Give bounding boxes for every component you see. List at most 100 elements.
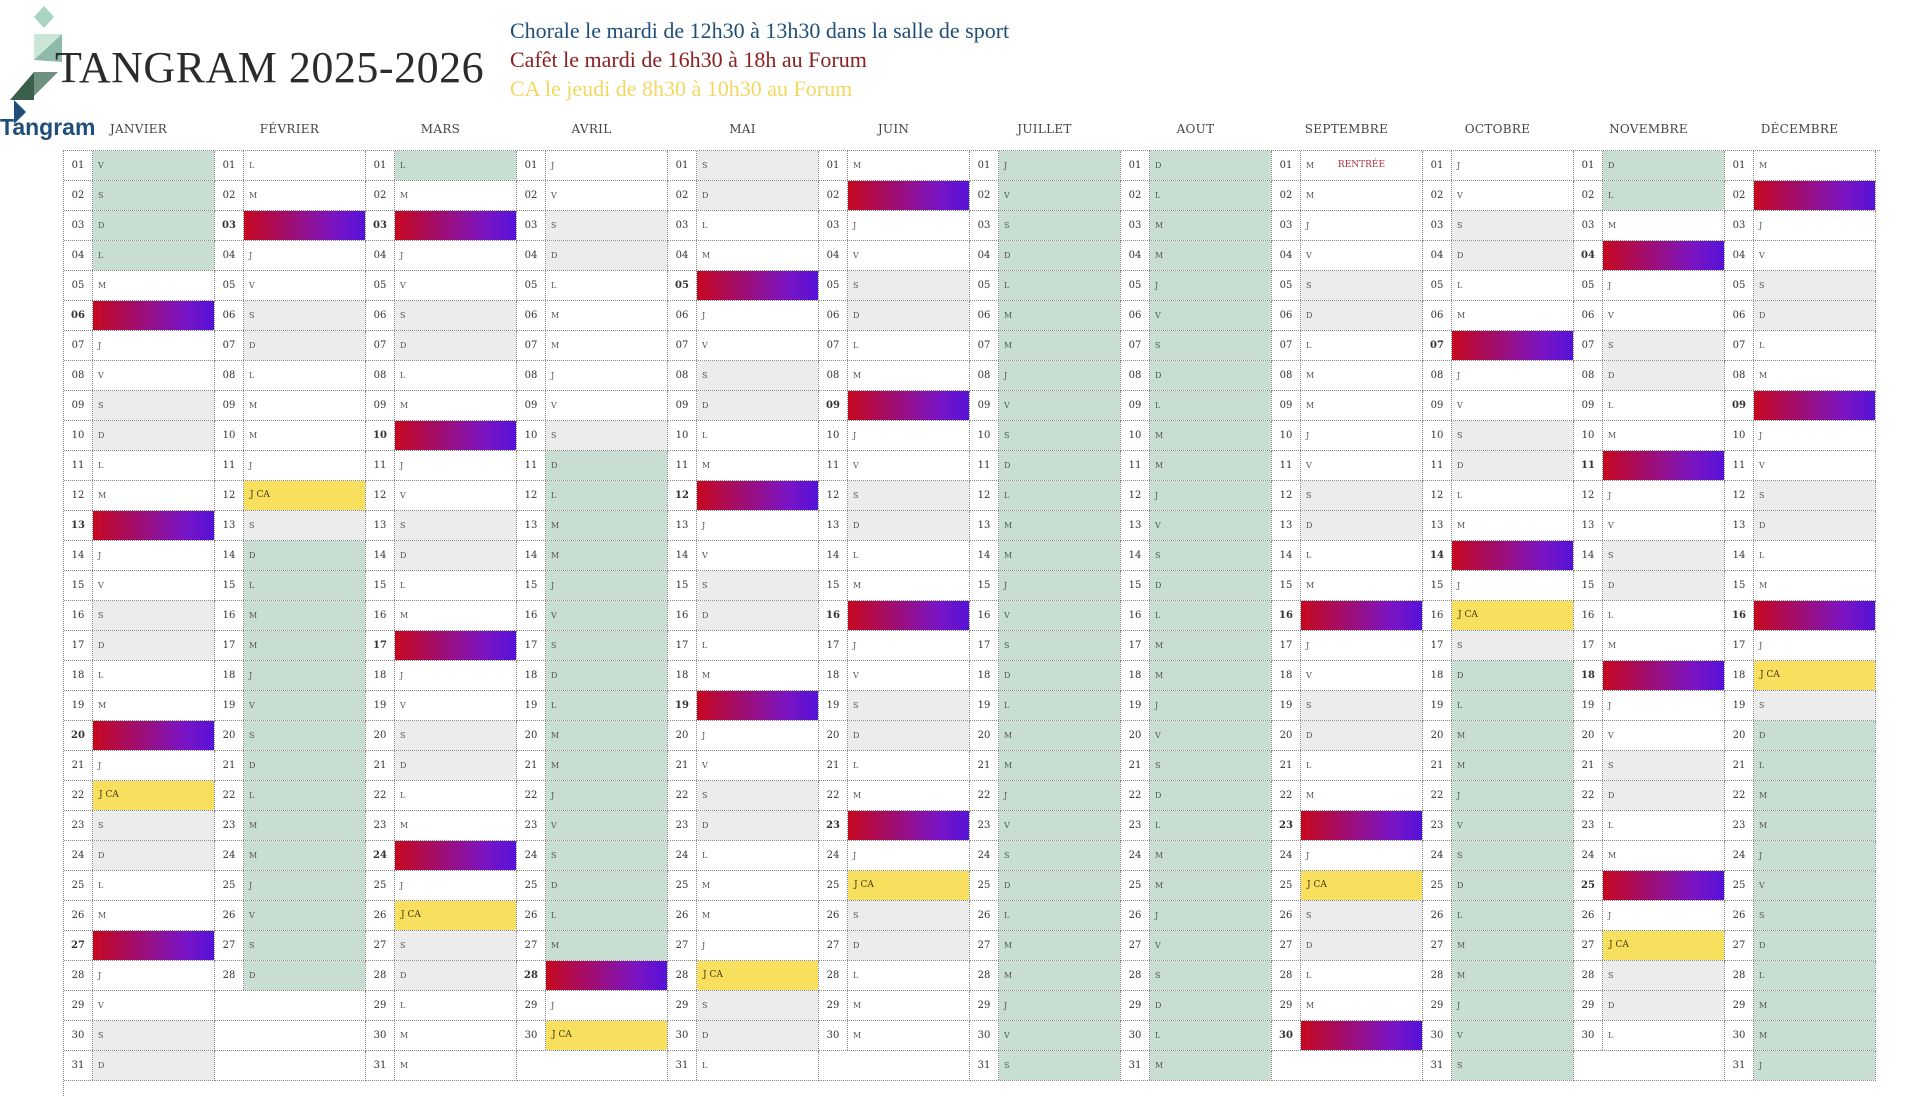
weekday-letter: V xyxy=(1306,461,1312,470)
day-number: 19 xyxy=(970,691,999,720)
weekday-letter: J xyxy=(702,941,706,950)
day-cell: 18 V xyxy=(819,661,970,691)
day-cell: 12 L xyxy=(970,481,1121,511)
day-slot: M xyxy=(1754,991,1875,1020)
day-cell: 10 S xyxy=(1423,421,1574,451)
weekday-letter: M xyxy=(1608,431,1617,440)
day-number: 29 xyxy=(1725,991,1754,1020)
day-number: 22 xyxy=(970,781,999,810)
day-number: 06 xyxy=(819,301,848,330)
weekday-letter: M xyxy=(551,731,560,740)
weekday-letter: S xyxy=(400,941,406,950)
day-number: 04 xyxy=(1423,241,1452,270)
day-cell: 06 V xyxy=(1574,301,1725,331)
day-slot: M xyxy=(848,1021,969,1050)
day-slot: V xyxy=(244,271,365,300)
weekday-letter: S xyxy=(702,161,708,170)
weekday-letter: V xyxy=(702,341,708,350)
day-slot: M xyxy=(1301,571,1422,600)
day-slot: L xyxy=(1150,1021,1271,1050)
weekday-letter: L xyxy=(702,221,708,230)
day-cell: 22 D xyxy=(1121,781,1272,811)
weekday-letter: V xyxy=(702,551,708,560)
day-cell: 13 D xyxy=(1725,511,1876,541)
day-slot: D xyxy=(546,871,667,900)
day-slot: J xyxy=(546,781,667,810)
weekday-letter: V xyxy=(551,401,557,410)
day-cell: 16 xyxy=(1272,601,1423,631)
day-slot: D xyxy=(1754,931,1875,960)
day-cell: 15 L xyxy=(215,571,366,601)
day-slot: J xyxy=(1301,211,1422,240)
weekday-letter: M xyxy=(551,341,560,350)
day-cell: 26 J xyxy=(1574,901,1725,931)
day-cell: 24 S xyxy=(1423,841,1574,871)
weekday-letter: M xyxy=(98,911,107,920)
day-slot: J xyxy=(1150,901,1271,930)
day-cell: 11 V xyxy=(1272,451,1423,481)
day-cell: 10 D xyxy=(64,421,215,451)
day-slot: M xyxy=(1150,241,1271,270)
day-cell: 31 D xyxy=(64,1051,215,1081)
day-cell: 28 xyxy=(517,961,668,991)
day-cell: 28 S xyxy=(1121,961,1272,991)
day-cell: 29 V xyxy=(64,991,215,1021)
day-number: 07 xyxy=(517,331,546,360)
day-number: 15 xyxy=(819,571,848,600)
weekday-letter: L xyxy=(1759,341,1765,350)
day-slot: M xyxy=(999,721,1120,750)
day-slot: L xyxy=(1301,751,1422,780)
weekday-letter: D xyxy=(551,671,558,680)
day-cell: 27 xyxy=(64,931,215,961)
weekday-letter: L xyxy=(1608,821,1614,830)
weekday-letter: V xyxy=(98,161,104,170)
day-number: 03 xyxy=(1574,211,1603,240)
day-number: 15 xyxy=(970,571,999,600)
weekday-letter: S xyxy=(249,521,255,530)
day-cell: 10 xyxy=(366,421,517,451)
weekday-letter: S xyxy=(551,431,557,440)
weekday-letter: M xyxy=(1306,581,1315,590)
day-slot: M xyxy=(1452,961,1573,990)
day-cell: 24 S xyxy=(970,841,1121,871)
day-cell: 22 M xyxy=(1272,781,1423,811)
day-slot: S xyxy=(93,391,214,420)
weekday-letter: D xyxy=(853,941,860,950)
day-slot: D xyxy=(93,841,214,870)
day-number: 17 xyxy=(1574,631,1603,660)
day-number: 01 xyxy=(668,151,697,180)
day-cell: 23 M xyxy=(1725,811,1876,841)
weekday-letter: L xyxy=(1457,701,1463,710)
day-slot: M xyxy=(244,631,365,660)
day-cell: 15 J xyxy=(970,571,1121,601)
day-number: 16 xyxy=(1725,601,1754,630)
day-cell: 28 M xyxy=(1423,961,1574,991)
day-cell: 17 D xyxy=(64,631,215,661)
day-number: 20 xyxy=(819,721,848,750)
weekday-letter: M xyxy=(1759,581,1768,590)
weekday-letter: D xyxy=(400,341,407,350)
day-slot: S xyxy=(1301,691,1422,720)
weekday-letter: L xyxy=(1004,701,1010,710)
day-number: 21 xyxy=(970,751,999,780)
day-number: 29 xyxy=(64,991,93,1020)
day-number: 26 xyxy=(1121,901,1150,930)
day-number: 04 xyxy=(819,241,848,270)
day-slot: V xyxy=(93,571,214,600)
month-column: 01 V 02 S 03 D 04 L 05 M 06 07 J 08 V 09 S 10 D 11 L 12 M 13 14 J… xyxy=(64,151,215,1096)
day-slot: D xyxy=(395,541,516,570)
day-number: 08 xyxy=(970,361,999,390)
event-day xyxy=(93,301,214,330)
day-slot: S xyxy=(395,931,516,960)
day-note: J CA xyxy=(1609,940,1629,950)
day-cell: 09 V xyxy=(1423,391,1574,421)
day-slot: M xyxy=(546,301,667,330)
weekday-letter: L xyxy=(551,911,557,920)
ca-day: J CA xyxy=(848,871,969,900)
day-number: 17 xyxy=(1121,631,1150,660)
day-cell: 22 S xyxy=(668,781,819,811)
ca-day: J CA xyxy=(395,901,516,930)
day-number: 28 xyxy=(970,961,999,990)
weekday-letter: D xyxy=(249,341,256,350)
day-cell: 06 D xyxy=(1725,301,1876,331)
